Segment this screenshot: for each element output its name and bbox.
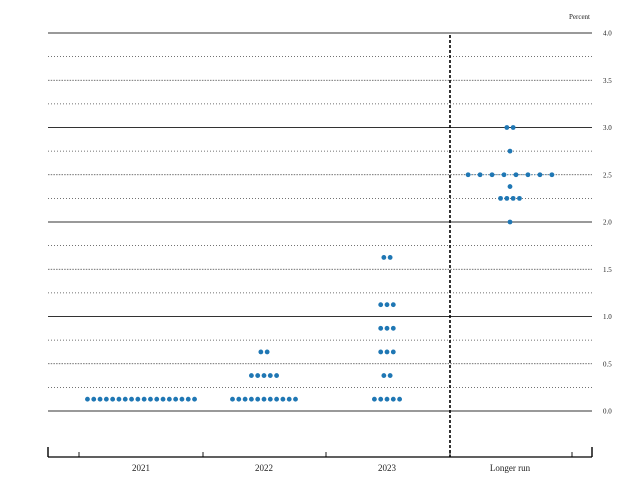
rate-dot: [378, 325, 384, 331]
rate-dot: [135, 396, 141, 402]
rate-dot: [387, 373, 393, 378]
rate-dot: [390, 349, 396, 355]
rate-dot: [267, 373, 273, 378]
rate-dot: [261, 373, 267, 378]
y-tick-label: 0.5: [603, 360, 612, 368]
rate-dot: [501, 172, 507, 178]
rate-dot: [258, 349, 264, 355]
rate-dot: [517, 195, 522, 201]
rate-dot: [166, 396, 172, 402]
x-category-label: 2023: [378, 463, 397, 473]
rate-dot: [274, 396, 279, 402]
rate-dot: [173, 396, 179, 402]
rate-dot: [148, 396, 153, 402]
rate-dot: [110, 396, 116, 402]
rate-dot: [537, 172, 543, 178]
rate-dot: [378, 302, 384, 308]
rate-dot: [255, 373, 261, 378]
y-tick-label: 0.0: [603, 408, 612, 416]
rate-dot: [507, 219, 513, 225]
rate-dot: [504, 195, 510, 201]
rate-dot: [293, 396, 298, 402]
rate-dot: [384, 302, 390, 308]
rate-dot: [381, 255, 387, 260]
rate-dot: [384, 349, 390, 355]
y-unit-label: Percent: [569, 13, 590, 21]
y-tick-label: 2.5: [603, 171, 612, 179]
rate-dot: [378, 349, 384, 355]
rate-dot: [510, 125, 516, 130]
rate-dot: [498, 195, 503, 201]
rate-dot: [384, 325, 390, 331]
rate-dot: [384, 396, 390, 402]
x-category-label: Longer run: [490, 463, 531, 473]
rate-dot: [378, 396, 384, 402]
y-tick-label: 1.5: [603, 266, 612, 274]
rate-dot: [249, 396, 254, 402]
rate-dot: [372, 396, 377, 402]
rate-dot: [525, 172, 531, 178]
rate-dot: [489, 172, 495, 178]
rate-dot: [381, 373, 387, 378]
rate-dot: [390, 302, 396, 308]
x-category-label: 2021: [132, 463, 150, 473]
rate-dot: [192, 396, 197, 402]
rate-dot: [249, 373, 254, 378]
rate-dot: [85, 396, 90, 402]
rate-dot: [116, 396, 122, 402]
rate-dot: [97, 396, 103, 402]
rate-dot: [185, 396, 191, 402]
rate-dot: [274, 373, 279, 378]
rate-dot: [507, 184, 513, 189]
rate-dot: [507, 148, 513, 154]
rate-dot: [179, 396, 185, 402]
rate-dot: [390, 396, 396, 402]
rate-dot: [160, 396, 166, 402]
rate-dot: [122, 396, 128, 402]
rate-dot: [286, 396, 292, 402]
rate-dot: [387, 255, 393, 260]
rate-dot: [513, 172, 519, 178]
y-tick-label: 3.5: [603, 77, 612, 85]
dot-layer: [85, 125, 555, 402]
rate-dot: [154, 396, 160, 402]
y-tick-label: 2.0: [603, 219, 612, 227]
rate-dot: [91, 396, 97, 402]
rate-dot: [390, 325, 396, 331]
y-tick-label: 3.0: [603, 124, 612, 132]
rate-dot: [504, 125, 510, 130]
rate-dot: [280, 396, 286, 402]
rate-dot: [236, 396, 242, 402]
rate-dot: [230, 396, 235, 402]
rate-dot: [267, 396, 273, 402]
rate-dot: [397, 396, 402, 402]
y-tick-label: 1.0: [603, 313, 612, 321]
rate-dot: [549, 172, 555, 178]
x-category-label: 2022: [255, 463, 273, 473]
rate-dot: [103, 396, 109, 402]
rate-dot: [510, 195, 516, 201]
rate-dot: [264, 349, 270, 355]
rate-dot: [477, 172, 483, 178]
rate-dot: [255, 396, 261, 402]
rate-dot: [261, 396, 267, 402]
y-tick-label: 4.0: [603, 30, 612, 38]
rate-dot: [129, 396, 134, 402]
rate-dot: [242, 396, 248, 402]
axis-layer: 0.0 0.5 1.0 1.5 2.0 2.5 3.0 3.5 4.0 2021 2022 2023 L…: [47, 30, 612, 473]
rate-dot: [141, 396, 147, 402]
